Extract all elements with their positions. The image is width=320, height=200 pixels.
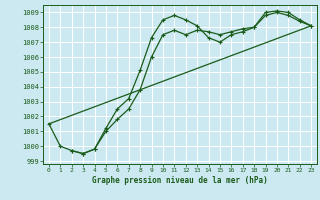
X-axis label: Graphe pression niveau de la mer (hPa): Graphe pression niveau de la mer (hPa)	[92, 176, 268, 185]
